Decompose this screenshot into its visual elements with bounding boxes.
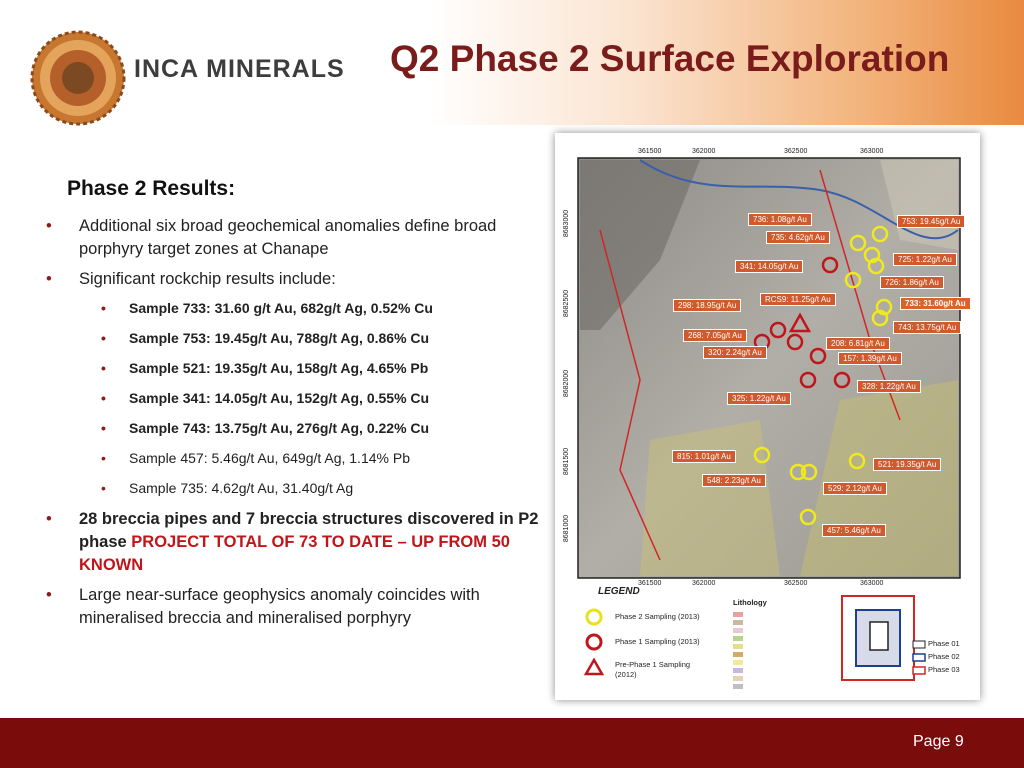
sub-bullet: Sample 733: 31.60 g/t Au, 682g/t Ag, 0.5… [46,298,546,319]
sample-label: 529: 2.12g/t Au [823,482,887,495]
phase-label: Phase 02 [928,652,960,661]
map-graphics [577,157,961,689]
sub-bullet: Sample 753: 19.45g/t Au, 788g/t Ag, 0.86… [46,328,546,349]
sample-label: 521: 19.35g/t Au [873,458,942,471]
footer [0,718,1024,768]
bullet: Additional six broad geochemical anomali… [46,215,546,261]
sample-label: 298: 18.95g/t Au [673,299,742,312]
sample-label: 157: 1.39g/t Au [838,352,902,365]
bullet: Significant rockchip results include: [46,268,546,291]
sample-label: 208: 6.81g/t Au [826,337,890,350]
legend-item: Pre-Phase 1 Sampling (2012) [615,660,691,679]
legend-item: Phase 1 Sampling (2013) [615,637,700,646]
sample-label: 548: 2.23g/t Au [702,474,766,487]
map-x-coord: 361500 [638,148,662,155]
sample-label: 325: 1.22g/t Au [727,392,791,405]
sample-label: 753: 19.45g/t Au [897,215,966,228]
logo-text: INCA MINERALS [134,55,345,83]
map-x-coord: 362500 [784,148,808,155]
sample-label: 725: 1.22g/t Au [893,253,957,266]
bullet-highlight: PROJECT TOTAL OF 73 TO DATE – UP FROM 50… [79,533,510,574]
sub-bullet: Sample 457: 5.46g/t Au, 649g/t Ag, 1.14%… [46,448,546,469]
heading: Phase 2 Results: [67,177,236,200]
sample-label: RCS9: 11.25g/t Au [760,293,836,306]
map-x-coord: 362000 [692,148,716,155]
sample-label: 735: 4.62g/t Au [766,231,830,244]
sample-label: 320: 2.24g/t Au [703,346,767,359]
bullet: 28 breccia pipes and 7 breccia structure… [46,508,546,577]
sample-label: 457: 5.46g/t Au [822,524,886,537]
bullet: Large near-surface geophysics anomaly co… [46,584,546,630]
header [0,0,1024,125]
logo-emblem [30,30,126,126]
map-x-coord: 362000 [692,580,716,587]
bullet-text: Large near-surface geophysics anomaly co… [79,586,480,627]
map-x-coord: 363000 [860,148,884,155]
sample-label: 328: 1.22g/t Au [857,380,921,393]
bullet-text: Additional six broad geochemical anomali… [79,217,497,258]
slide-title: Q2 Phase 2 Surface Exploration [390,38,950,79]
sample-label: 341: 14.05g/t Au [735,260,804,273]
bullet-text: Significant rockchip results include: [79,270,336,288]
sample-label: 733: 31.60g/t Au [900,297,971,310]
bullet-text: 28 breccia pipes and 7 breccia structure… [79,510,539,551]
sample-label: 726: 1.86g/t Au [880,276,944,289]
map-y-coord: 8681500 [563,447,571,476]
sample-label: 268: 7.05g/t Au [683,329,747,342]
map-y-coord: 8681000 [563,514,571,543]
map-x-coord: 363000 [860,580,884,587]
bullet-list: Additional six broad geochemical anomali… [46,215,546,637]
map-y-coord: 8682000 [563,369,571,398]
map-y-coord: 8682500 [563,289,571,318]
map-x-coord: 361500 [638,580,662,587]
map-x-coord: 362500 [784,580,808,587]
phase-label: Phase 01 [928,639,960,648]
sub-bullet: Sample 521: 19.35g/t Au, 158g/t Ag, 4.65… [46,358,546,379]
map-y-coord: 8683000 [563,209,571,238]
legend-title: LEGEND [598,586,640,597]
lithology-title: Lithology [733,598,767,607]
sample-label: 736: 1.08g/t Au [748,213,812,226]
sample-label: 815: 1.01g/t Au [672,450,736,463]
legend-item: Phase 2 Sampling (2013) [615,612,700,621]
sample-label: 743: 13.75g/t Au [893,321,962,334]
sub-bullet: Sample 743: 13.75g/t Au, 276g/t Ag, 0.22… [46,418,546,439]
sub-bullet: Sample 735: 4.62g/t Au, 31.40g/t Ag [46,478,546,499]
page-number: Page 9 [913,733,964,750]
phase-label: Phase 03 [928,665,960,674]
sub-bullet: Sample 341: 14.05g/t Au, 152g/t Ag, 0.55… [46,388,546,409]
map-labels: 361500 362000 362500 363000 361500 362000 3625… [563,148,971,679]
